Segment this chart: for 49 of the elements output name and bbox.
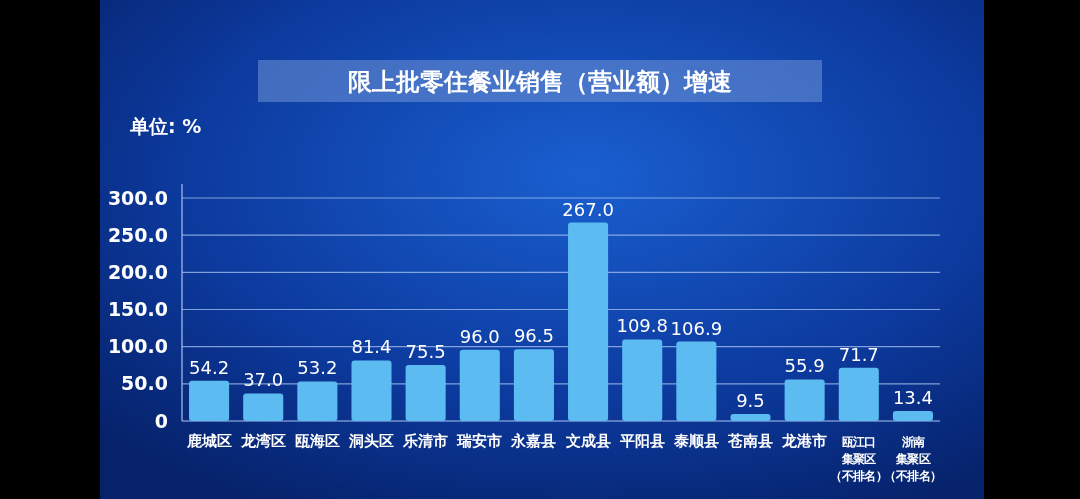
bar: [405, 364, 446, 421]
x-tick-label: 鹿城区: [185, 432, 232, 450]
x-tick-label: 乐清市: [402, 432, 449, 450]
x-tick-label: 苍南县: [727, 432, 773, 450]
x-tick-label: 龙港市: [781, 432, 828, 450]
bar: [189, 380, 230, 421]
data-label: 96.5: [513, 325, 554, 347]
y-tick-label: 250.0: [107, 223, 168, 246]
x-tick-label: 永嘉县: [510, 432, 557, 450]
bar: [622, 339, 663, 421]
data-label: 13.4: [892, 387, 933, 409]
x-tick-label: 瑞安市: [456, 432, 503, 450]
data-label: 96.0: [459, 325, 500, 347]
bar: [351, 360, 392, 421]
x-tick-label: 平阳县: [618, 432, 665, 450]
x-tick-label: 龙湾区: [239, 432, 286, 450]
y-tick-label: 300.0: [107, 186, 168, 209]
data-label: 267.0: [562, 198, 614, 220]
data-label: 55.9: [784, 355, 825, 377]
y-axis-title: 单位: %: [129, 115, 202, 137]
y-tick-label: 200.0: [107, 260, 168, 283]
bar: [784, 379, 825, 421]
data-label: 37.0: [243, 369, 284, 391]
x-tick-label: 文成县: [564, 432, 611, 450]
bar: [513, 349, 554, 421]
bar: [459, 349, 500, 421]
bar: [892, 411, 933, 421]
bar: [676, 341, 717, 421]
bar: [243, 393, 284, 421]
data-label: 109.8: [616, 315, 668, 337]
data-label: 53.2: [297, 357, 338, 379]
x-tick-label: 瓯海区: [294, 432, 340, 450]
data-label: 75.5: [405, 340, 446, 362]
bar: [297, 381, 338, 421]
data-label: 71.7: [838, 343, 879, 365]
bar: [838, 367, 879, 421]
x-tick-label: 泰顺县: [672, 432, 719, 450]
y-tick-label: 150.0: [107, 298, 168, 321]
y-tick-label: 100.0: [107, 335, 168, 358]
data-label: 54.2: [189, 356, 230, 378]
bar: [568, 222, 609, 421]
data-label: 9.5: [736, 389, 765, 411]
y-tick-label: 50.0: [121, 372, 168, 395]
x-tick-label: 洞头区: [348, 432, 394, 450]
data-label: 106.9: [670, 317, 723, 339]
y-tick-label: 0: [154, 409, 168, 432]
bar: [730, 413, 771, 421]
chart-title: 限上批零住餐业销售（营业额）增速: [348, 68, 732, 96]
data-label: 81.4: [351, 336, 392, 358]
